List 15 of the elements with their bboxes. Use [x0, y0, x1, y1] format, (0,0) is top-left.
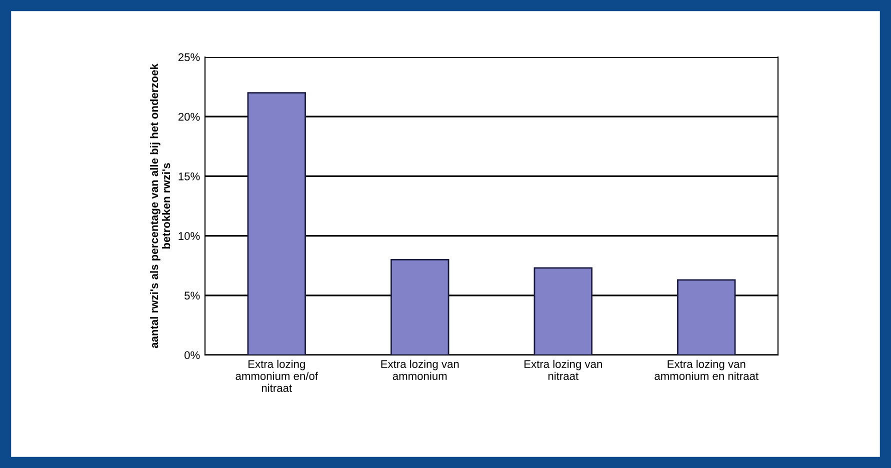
y-tick-label: 25%: [178, 53, 200, 62]
y-tick-label: 5%: [184, 292, 200, 300]
y-tick-label: 20%: [178, 112, 200, 121]
x-tick-label: Extra lozing van ammonium en nitraat: [654, 360, 758, 380]
bar: [247, 92, 306, 355]
x-tick-label: Extra lozing van nitraat: [524, 360, 602, 380]
bar: [534, 267, 592, 355]
bar: [390, 258, 450, 355]
y-axis-title: aantal rwzi's als percentage van alle bij het onderzoek betrokken rwzi's: [150, 64, 170, 348]
y-tick-label: 15%: [178, 172, 200, 180]
x-tick-label: Extra lozing van ammonium: [381, 360, 459, 380]
y-tick-label: 10%: [178, 232, 200, 240]
bar: [677, 279, 736, 355]
y-tick-label: 0%: [184, 351, 200, 360]
x-tick-label: Extra lozing ammonium en/of nitraat: [236, 360, 318, 392]
